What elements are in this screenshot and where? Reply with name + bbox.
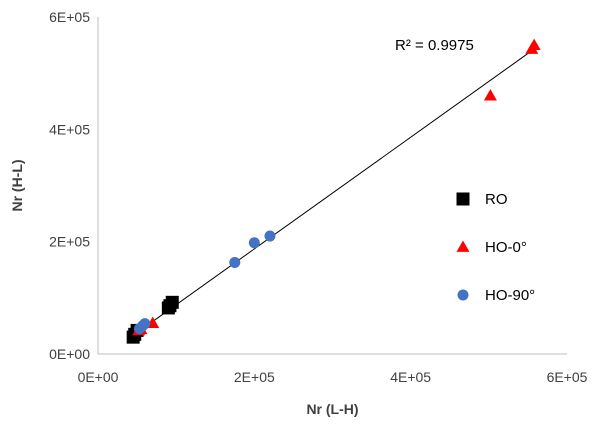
- trendline: [132, 50, 533, 336]
- legend-marker-ho-0: [456, 240, 470, 252]
- point-ho-90: [229, 256, 241, 268]
- legend-marker-ho-90: [457, 289, 469, 301]
- legend-marker-ro: [456, 192, 470, 206]
- point-ho-90: [248, 237, 260, 249]
- point-ho-90: [139, 318, 151, 330]
- point-ho-0: [527, 38, 541, 50]
- x-tick-label: 6E+05: [547, 369, 588, 385]
- y-tick-label: 6E+05: [49, 9, 90, 25]
- point-ro: [165, 295, 179, 309]
- legend-label-ho-0: HO-0°: [485, 239, 527, 256]
- y-tick-label: 2E+05: [49, 234, 90, 250]
- y-tick-label: 4E+05: [49, 121, 90, 137]
- legend-label-ho-90: HO-90°: [485, 287, 535, 304]
- x-tick-label: 2E+05: [234, 369, 275, 385]
- y-axis-title: Nr (H-L): [9, 159, 25, 211]
- point-ho-90: [264, 230, 276, 242]
- legend: RO HO-0° HO-90°: [456, 191, 535, 304]
- x-tick-label: 0E+00: [78, 369, 119, 385]
- axes: [97, 17, 567, 355]
- x-axis-title: Nr (L-H): [306, 401, 358, 417]
- x-tick-labels: 0E+00 2E+05 4E+05 6E+05: [78, 369, 588, 385]
- x-tick-label: 4E+05: [390, 369, 431, 385]
- y-tick-label: 0E+00: [49, 346, 90, 362]
- r-squared-annotation: R² = 0.9975: [395, 37, 474, 54]
- data-points: [126, 38, 541, 344]
- point-ho-0: [483, 89, 497, 101]
- legend-label-ro: RO: [485, 191, 508, 208]
- y-tick-labels: 0E+00 2E+05 4E+05 6E+05: [49, 9, 90, 362]
